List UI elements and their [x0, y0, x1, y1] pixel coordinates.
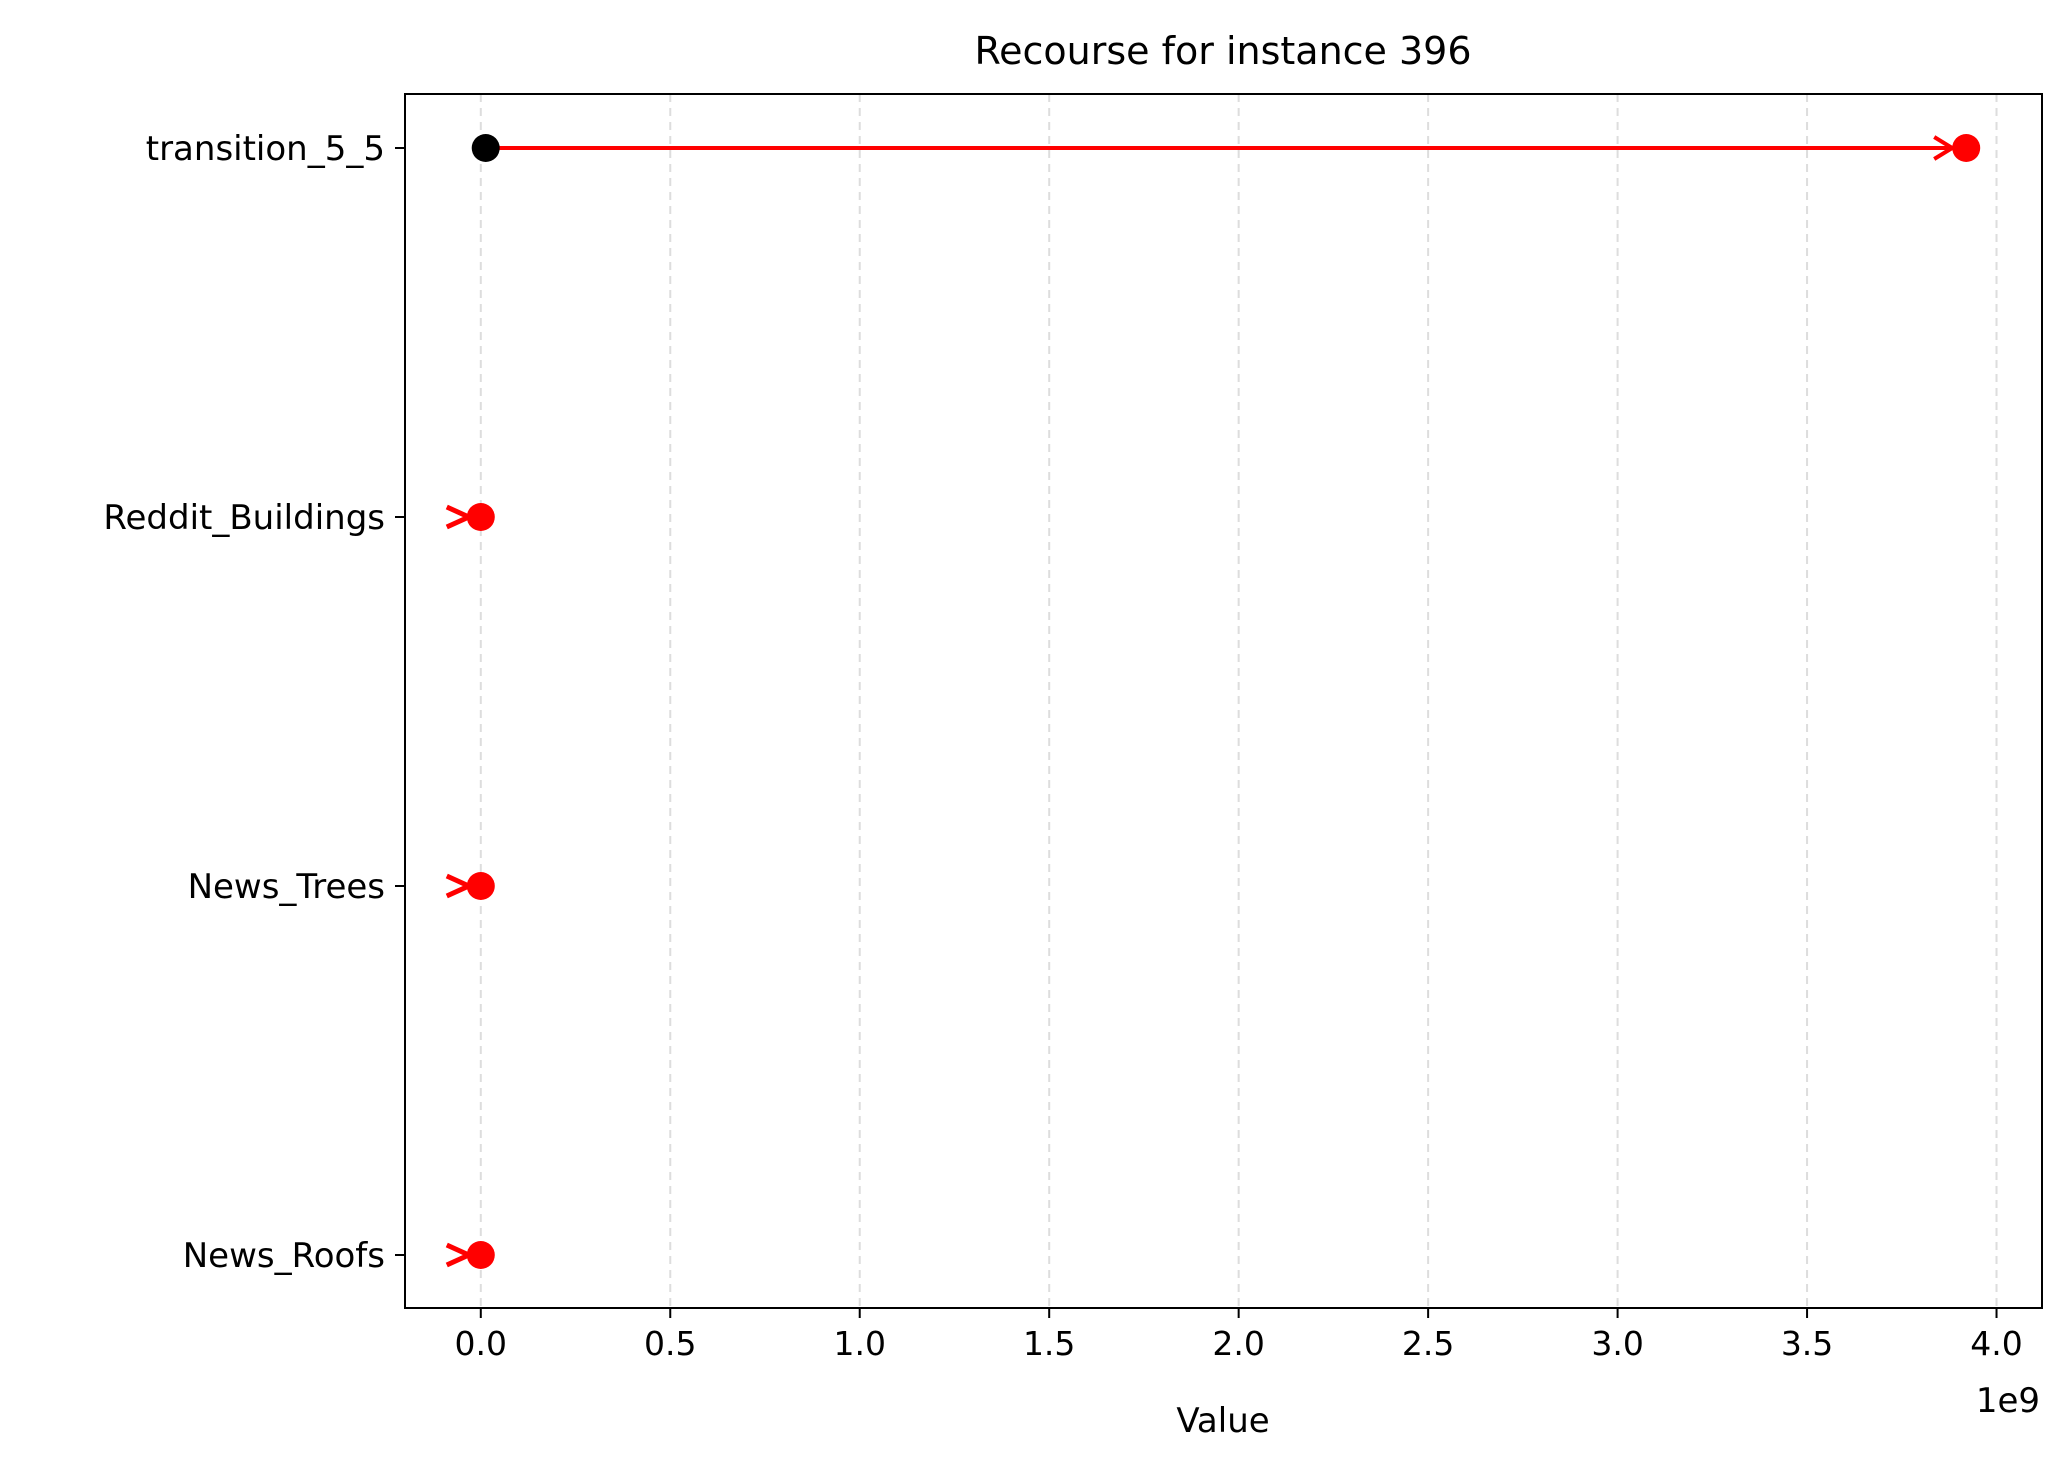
x-tick-label: 4.0	[1970, 1324, 2022, 1363]
data-marks	[445, 134, 1981, 1269]
x-tick-label: 0.5	[644, 1324, 696, 1363]
counterfactual-value-point	[466, 872, 495, 900]
x-tick-label: 1.5	[1023, 1324, 1075, 1363]
counterfactual-value-point	[466, 503, 495, 531]
chart-title: Recourse for instance 396	[974, 29, 1471, 73]
x-axis-offset-label: 1e9	[1976, 1381, 2040, 1421]
plot-area-frame	[404, 93, 2043, 1309]
counterfactual-value-point	[466, 1241, 495, 1269]
x-tick-label: 2.0	[1212, 1324, 1264, 1363]
original-value-point	[471, 134, 500, 162]
x-tick-label: 2.5	[1402, 1324, 1454, 1363]
recourse-arrowhead	[445, 504, 475, 530]
recourse-arrowhead	[445, 1242, 475, 1268]
x-tick-label: 1.0	[833, 1324, 885, 1363]
x-tick-label: 3.0	[1591, 1324, 1643, 1363]
y-tick-label: transition_5_5	[146, 129, 385, 169]
y-tick-label: News_Trees	[188, 867, 385, 907]
x-axis-label: Value	[1176, 1401, 1269, 1441]
counterfactual-value-point	[1952, 134, 1981, 162]
grid-lines	[479, 94, 1998, 1308]
y-axis: transition_5_5 Reddit_Buildings News_Trees…	[103, 129, 405, 1276]
recourse-arrowhead	[445, 873, 475, 899]
x-tick-label: 0.0	[455, 1324, 507, 1363]
x-axis: 0.0 0.5 1.0 1.5 2.0 2.5 3.0 3.5 4.0	[455, 1308, 2023, 1363]
x-tick-label: 3.5	[1781, 1324, 1833, 1363]
y-tick-label: Reddit_Buildings	[103, 498, 385, 538]
y-tick-label: News_Roofs	[183, 1236, 385, 1276]
